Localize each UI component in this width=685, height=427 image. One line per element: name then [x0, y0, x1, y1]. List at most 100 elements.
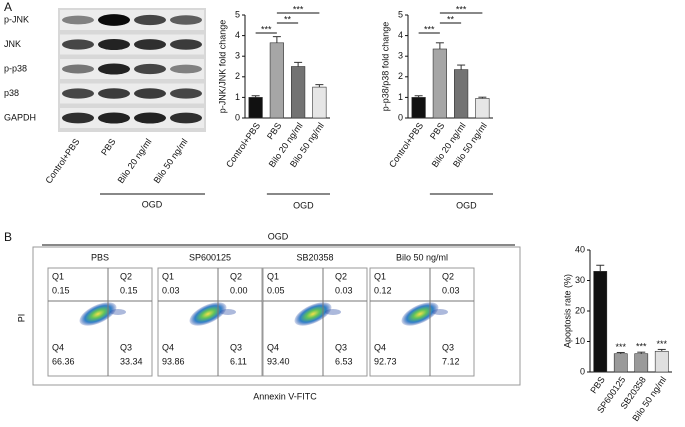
cell-cloud — [79, 302, 117, 326]
quadrant-value: 0.03 — [442, 285, 460, 295]
quadrant-value: 0.05 — [267, 285, 285, 295]
quadrant-value: 0.15 — [52, 285, 70, 295]
y-axis-label: p-p38/p38 fold change — [380, 22, 390, 112]
bar — [593, 271, 608, 373]
blot-row-label: p-JNK — [4, 14, 29, 24]
blot-row-label: GAPDH — [4, 112, 36, 122]
cell-tail — [432, 309, 448, 315]
plot-title: SB20358 — [296, 252, 333, 262]
bar — [454, 69, 469, 119]
quadrant-value: 0.12 — [374, 285, 392, 295]
flow-frame — [32, 246, 521, 386]
blot-band — [134, 39, 166, 50]
blot-strip — [60, 10, 204, 30]
group-label: OGD — [268, 231, 289, 241]
cell-cloud — [294, 302, 332, 326]
quadrant-name: Q3 — [230, 342, 242, 352]
quadrant-name: Q1 — [162, 271, 174, 281]
x-tick-label: Control+PBS — [387, 121, 425, 170]
blot-band — [170, 88, 202, 99]
bar — [248, 97, 263, 119]
blot-row-label: p38 — [4, 88, 19, 98]
quadrant-name: Q4 — [52, 342, 64, 352]
bar — [654, 350, 669, 373]
plot-title: Bilo 50 ng/ml — [396, 252, 448, 262]
cell-cloud — [189, 302, 227, 326]
y-tick-label: 3 — [398, 51, 403, 61]
blot-band — [98, 14, 130, 26]
y-tick-label: 2 — [398, 71, 403, 81]
y-tick-label: 40 — [575, 244, 585, 254]
lane-label: PBS — [99, 137, 118, 157]
x-tick-label: PBS — [265, 121, 284, 141]
y-tick-label: 3 — [235, 51, 240, 61]
quadrant-value: 0.15 — [120, 285, 138, 295]
quadrant-name: Q3 — [120, 342, 132, 352]
quadrant-value: 0.00 — [230, 285, 248, 295]
x-tick-label: PBS — [588, 375, 607, 395]
blot-band — [134, 112, 166, 124]
quadrant-value: 93.40 — [267, 356, 290, 366]
quadrant-name: Q1 — [374, 271, 386, 281]
blot-strip — [60, 108, 204, 128]
blot-band — [134, 63, 166, 75]
blot-strip — [60, 59, 204, 79]
blot-strip — [60, 83, 204, 104]
quadrant-name: Q2 — [230, 271, 242, 281]
panel-label: A — [4, 0, 12, 14]
quadrant-value: 93.86 — [162, 356, 185, 366]
quadrant-name: Q4 — [162, 342, 174, 352]
blot-band — [170, 15, 202, 25]
y-tick-label: 1 — [235, 92, 240, 102]
quadrant-value: 92.73 — [374, 356, 397, 366]
y-tick-label: 30 — [575, 275, 585, 285]
quadrant-name: Q1 — [267, 271, 279, 281]
bar — [291, 66, 306, 119]
quadrant-name: Q2 — [120, 271, 132, 281]
quadrant-name: Q4 — [374, 342, 386, 352]
blot-band — [62, 15, 94, 25]
y-tick-label: 1 — [398, 92, 403, 102]
plot-title: PBS — [91, 252, 109, 262]
quadrant-value: 7.12 — [442, 356, 460, 366]
quadrant-value: 0.03 — [162, 285, 180, 295]
blot-band — [62, 39, 94, 50]
y-tick-label: 4 — [235, 30, 240, 40]
bar — [411, 97, 426, 119]
group-label: OGD — [456, 200, 477, 210]
plot-title: SP600125 — [189, 252, 231, 262]
blot-row-label: p-p38 — [4, 63, 27, 73]
blot-band — [62, 88, 94, 99]
quadrant-value: 66.36 — [52, 356, 75, 366]
cell-tail — [325, 309, 341, 315]
lane-label: Bilo 20 ng/ml — [116, 137, 154, 185]
y-tick-label: 0 — [398, 112, 403, 122]
cell-cloud — [401, 302, 439, 326]
significance-label: *** — [656, 339, 667, 349]
y-tick-label: 5 — [398, 9, 403, 19]
group-label: OGD — [293, 200, 314, 210]
x-tick-label: Control+PBS — [224, 121, 262, 170]
cell-tail — [110, 309, 126, 315]
quadrant-name: Q3 — [442, 342, 454, 352]
blot-band — [62, 64, 94, 74]
quadrant-value: 0.03 — [335, 285, 353, 295]
quadrant-value: 6.53 — [335, 356, 353, 366]
significance-label: *** — [293, 4, 304, 14]
significance-label: ** — [447, 14, 455, 24]
y-tick-label: 0 — [580, 366, 585, 376]
blot-band — [170, 64, 202, 74]
y-axis-label: p-JNK/JNK fold change — [217, 20, 227, 114]
bar — [634, 353, 649, 373]
quadrant-name: Q4 — [267, 342, 279, 352]
quadrant-value: 6.11 — [230, 356, 247, 366]
blot-band — [134, 88, 166, 99]
quadrant-name: Q1 — [52, 271, 64, 281]
blot-band — [170, 112, 202, 124]
significance-label: ** — [284, 14, 292, 24]
blot-band — [170, 39, 202, 50]
quadrant-value: 33.34 — [120, 356, 143, 366]
panel-label: B — [4, 230, 12, 244]
y-tick-label: 0 — [235, 112, 240, 122]
